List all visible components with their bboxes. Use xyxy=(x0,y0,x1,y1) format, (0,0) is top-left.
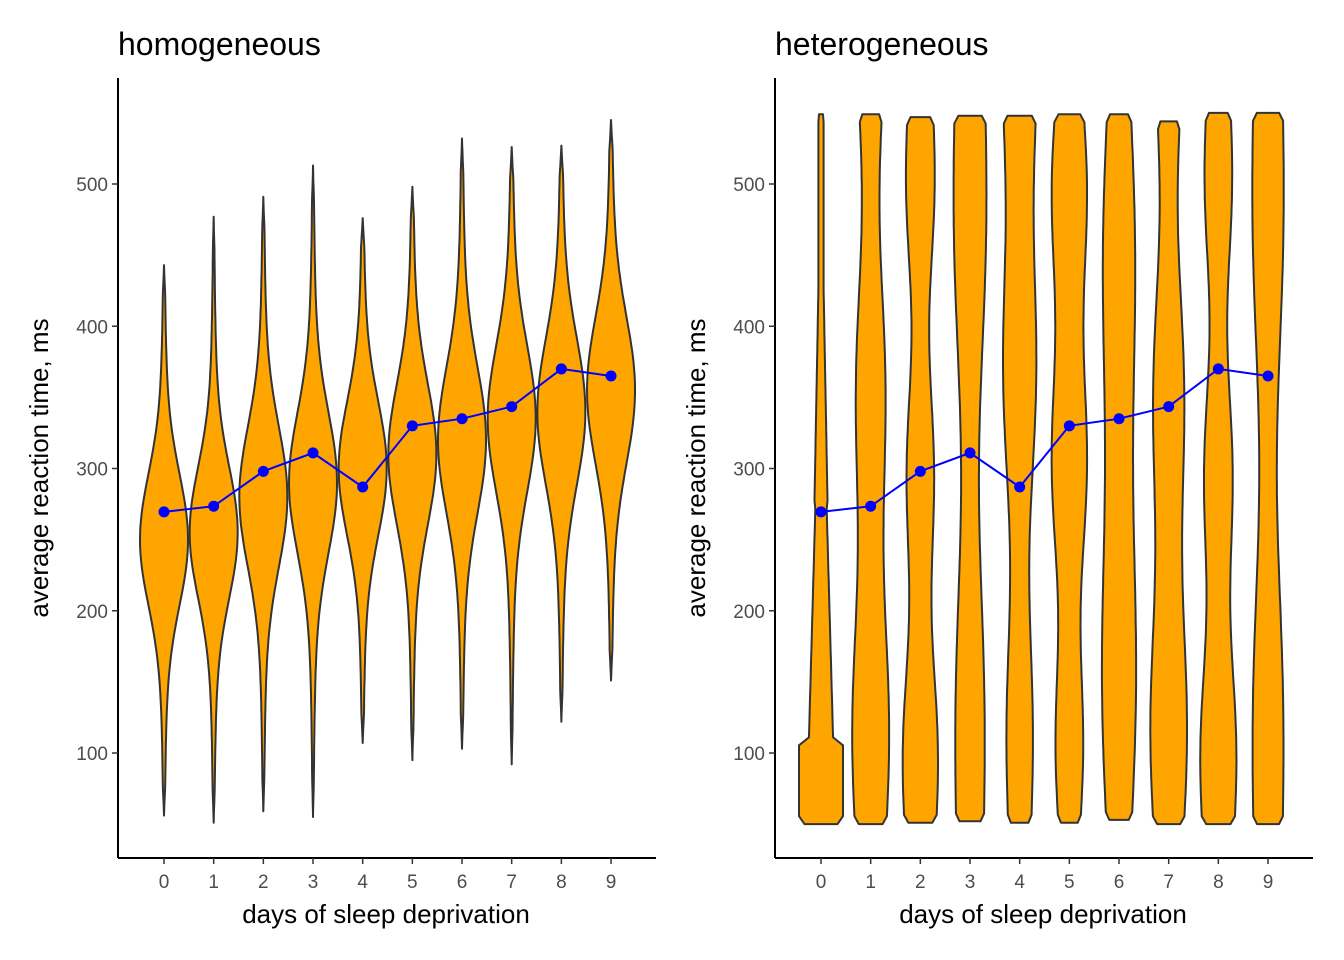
panel-heterogeneous: heterogeneous 100 200 300 400 500 0 1 2 3 4 5 6 7 8 9 da… xyxy=(681,26,1313,929)
y-tick-label-500: 500 xyxy=(76,175,108,196)
mean-point-day-8 xyxy=(555,363,567,375)
x-tick-label-5: 5 xyxy=(1064,872,1075,893)
violin-day-4 xyxy=(337,217,388,744)
mean-point-day-1 xyxy=(208,500,220,512)
chart-title: homogeneous xyxy=(118,26,321,62)
mean-point-day-2 xyxy=(914,465,926,477)
mean-line xyxy=(820,367,1269,513)
mean-point-day-7 xyxy=(1163,401,1175,413)
violin-day-3 xyxy=(288,164,338,818)
violin-day-7 xyxy=(1149,120,1188,826)
x-tick-label-6: 6 xyxy=(1114,872,1125,893)
violin-day-9 xyxy=(586,119,636,682)
x-tick-label-0: 0 xyxy=(159,872,170,893)
mean-point-day-3 xyxy=(964,447,976,459)
y-tick-label-200: 200 xyxy=(733,602,765,623)
y-tick-label-300: 300 xyxy=(733,460,765,481)
x-tick-label-9: 9 xyxy=(1263,872,1274,893)
y-tick-label-100: 100 xyxy=(733,744,765,765)
mean-point-day-6 xyxy=(456,413,468,425)
mean-point-day-3 xyxy=(307,447,319,459)
mean-point-day-9 xyxy=(605,370,617,382)
violin-day-3 xyxy=(952,114,988,823)
violin-day-9 xyxy=(1251,111,1285,826)
y-tick-label-100: 100 xyxy=(76,744,108,765)
x-tick-label-0: 0 xyxy=(816,872,827,893)
mean-point-day-5 xyxy=(1063,420,1075,432)
x-tick-label-3: 3 xyxy=(308,872,319,893)
x-axis-title: days of sleep deprivation xyxy=(899,899,1187,929)
violin-day-6 xyxy=(1100,113,1138,821)
x-tick-label-8: 8 xyxy=(556,872,567,893)
violin-day-5 xyxy=(387,185,438,762)
violin-day-1 xyxy=(188,215,239,824)
x-tick-label-6: 6 xyxy=(457,872,468,893)
mean-point-day-2 xyxy=(257,465,269,477)
mean-point-day-7 xyxy=(506,401,518,413)
x-axis-title: days of sleep deprivation xyxy=(242,899,530,929)
violin-day-0 xyxy=(798,113,844,826)
mean-point-day-5 xyxy=(406,420,418,432)
mean-point-day-0 xyxy=(158,506,170,518)
violin-day-7 xyxy=(486,146,537,766)
y-tick-label-500: 500 xyxy=(733,175,765,196)
y-axis-title: average reaction time, ms xyxy=(24,318,54,617)
x-tick-label-1: 1 xyxy=(865,872,876,893)
violin-day-8 xyxy=(1199,111,1238,826)
chart-title: heterogeneous xyxy=(775,26,989,62)
x-tick-label-7: 7 xyxy=(506,872,517,893)
x-tick-label-4: 4 xyxy=(357,872,368,893)
violin-day-6 xyxy=(437,137,487,750)
y-tick-label-400: 400 xyxy=(733,317,765,338)
x-tick-label-5: 5 xyxy=(407,872,418,893)
x-tick-label-2: 2 xyxy=(915,872,926,893)
violin-day-1 xyxy=(851,113,891,826)
mean-point-day-4 xyxy=(357,481,369,493)
mean-point-day-1 xyxy=(865,500,877,512)
violin-day-4 xyxy=(1002,114,1038,824)
y-axis-title: average reaction time, ms xyxy=(681,318,711,617)
y-tick-label-200: 200 xyxy=(76,602,108,623)
mean-point-day-0 xyxy=(815,506,827,518)
mean-point-day-4 xyxy=(1014,481,1026,493)
x-tick-label-3: 3 xyxy=(965,872,976,893)
mean-point-day-9 xyxy=(1262,370,1274,382)
mean-line xyxy=(163,367,612,513)
x-tick-label-4: 4 xyxy=(1014,872,1025,893)
y-tick-label-400: 400 xyxy=(76,317,108,338)
x-tick-label-7: 7 xyxy=(1163,872,1174,893)
x-tick-label-2: 2 xyxy=(258,872,269,893)
mean-point-day-6 xyxy=(1113,413,1125,425)
x-tick-label-8: 8 xyxy=(1213,872,1224,893)
x-tick-label-1: 1 xyxy=(208,872,219,893)
x-tick-label-9: 9 xyxy=(606,872,617,893)
violin-day-8 xyxy=(536,144,587,723)
violin-day-2 xyxy=(238,195,289,813)
y-tick-label-300: 300 xyxy=(76,460,108,481)
mean-point-day-8 xyxy=(1212,363,1224,375)
violin-day-5 xyxy=(1050,113,1089,824)
panel-homogeneous: homogeneous 100 200 300 400 500 0 1 2 3 4 5 6 7 8 9 days… xyxy=(24,26,656,929)
violin-day-0 xyxy=(139,264,189,817)
